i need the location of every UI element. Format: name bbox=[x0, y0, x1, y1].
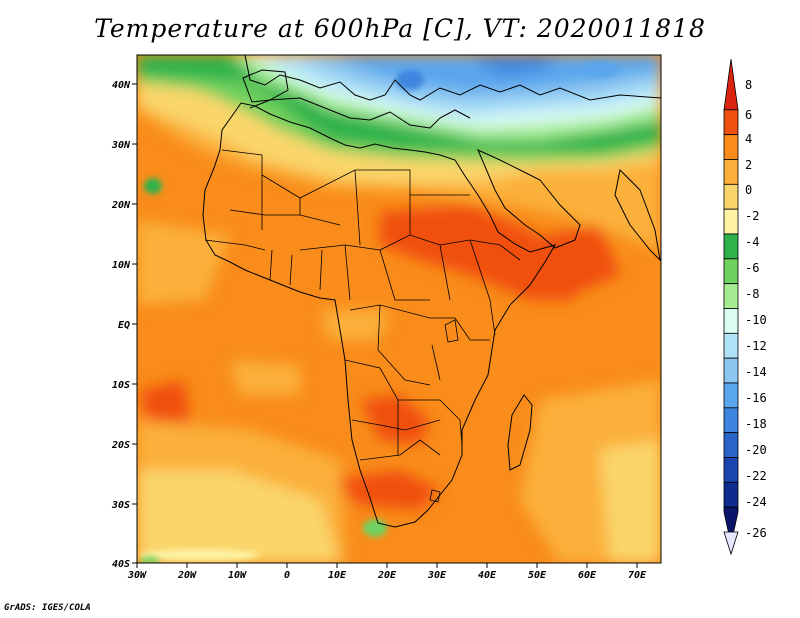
lon-label: 40E bbox=[478, 570, 497, 581]
lon-label: 20W bbox=[177, 570, 197, 581]
lat-label: 30N bbox=[111, 140, 131, 151]
colorbar-label: -6 bbox=[745, 261, 759, 275]
colorbar-segment bbox=[723, 58, 739, 111]
colorbar-segment bbox=[723, 407, 739, 434]
colorbar-lower-tip bbox=[723, 531, 739, 556]
colorbar-label: -10 bbox=[745, 313, 767, 327]
colorbar bbox=[723, 58, 739, 556]
axis-ticks bbox=[132, 83, 638, 568]
arabia bbox=[477, 149, 581, 249]
lon-label: 30E bbox=[427, 570, 447, 581]
lat-label: EQ bbox=[118, 320, 130, 331]
map-title: Temperature at 600hPa [C], VT: 202001181… bbox=[94, 14, 706, 43]
longitude-labels: 30W 20W 10W 0 10E 20E 30E 40E 50E 60E 70… bbox=[127, 570, 647, 581]
lat-label: 20S bbox=[111, 440, 130, 451]
colorbar-label: -24 bbox=[745, 495, 767, 509]
credit-text: GrADS: IGES/COLA bbox=[4, 603, 91, 613]
colorbar-segment bbox=[723, 208, 739, 235]
colorbar-labels: 8 6 4 2 0 -2 -4 -6 -8 -10 -12 -14 -16 -1… bbox=[745, 78, 767, 540]
lon-label: 70E bbox=[628, 570, 647, 581]
colorbar-segment bbox=[723, 357, 739, 384]
colorbar-label: 4 bbox=[745, 132, 752, 146]
lat-label: 20N bbox=[111, 200, 131, 211]
lat-label: 40N bbox=[112, 80, 131, 91]
colorbar-label: -8 bbox=[745, 287, 759, 301]
colorbar-label: -14 bbox=[745, 365, 767, 379]
colorbar-segment bbox=[723, 159, 739, 185]
lat-label: 30S bbox=[111, 500, 130, 511]
colorbar-label: 2 bbox=[745, 158, 752, 172]
colorbar-label: -22 bbox=[745, 469, 767, 483]
colorbar-label: -2 bbox=[745, 209, 759, 223]
colorbar-label: -16 bbox=[745, 391, 767, 405]
iberia bbox=[242, 69, 289, 103]
colorbar-label: -18 bbox=[745, 417, 767, 431]
lon-label: 0 bbox=[284, 570, 290, 581]
colorbar-segment bbox=[723, 183, 739, 210]
madagascar bbox=[507, 394, 533, 471]
colorbar-segment bbox=[723, 233, 739, 260]
colorbar-segment bbox=[723, 283, 739, 309]
colorbar-label: -4 bbox=[745, 235, 759, 249]
colorbar-label: 6 bbox=[745, 108, 752, 122]
colorbar-segment bbox=[723, 134, 739, 160]
temperature-field bbox=[137, 55, 661, 563]
lon-label: 50E bbox=[528, 570, 547, 581]
india bbox=[614, 168, 661, 262]
lon-label: 30W bbox=[127, 570, 147, 581]
colorbar-label: -20 bbox=[745, 443, 767, 457]
colorbar-label: -12 bbox=[745, 339, 767, 353]
colorbar-segment bbox=[723, 481, 739, 508]
lat-label: 10S bbox=[112, 380, 130, 391]
colorbar-label: 8 bbox=[745, 78, 752, 92]
europe bbox=[244, 55, 661, 101]
colorbar-label: 0 bbox=[745, 183, 752, 197]
colorbar-segment bbox=[723, 258, 739, 285]
lon-label: 10W bbox=[228, 570, 247, 581]
lon-label: 10E bbox=[328, 570, 347, 581]
colorbar-segment bbox=[723, 457, 739, 483]
lat-label: 10N bbox=[112, 260, 131, 271]
colorbar-label: -26 bbox=[745, 526, 767, 540]
lon-label: 60E bbox=[578, 570, 597, 581]
country-borders bbox=[204, 149, 521, 503]
plot-frame bbox=[136, 54, 662, 564]
colorbar-segment bbox=[723, 506, 739, 545]
latitude-labels: 40N 30N 20N 10N EQ 10S 20S 30S 40S bbox=[111, 80, 131, 570]
colorbar-segment bbox=[723, 432, 739, 458]
lat-label: 40S bbox=[112, 559, 130, 570]
colorbar-segment bbox=[723, 332, 739, 359]
colorbar-segment bbox=[723, 308, 739, 334]
colorbar-segment bbox=[723, 109, 739, 136]
lon-label: 20E bbox=[377, 570, 397, 581]
colorbar-segment bbox=[723, 382, 739, 409]
mediterranean bbox=[249, 97, 471, 129]
